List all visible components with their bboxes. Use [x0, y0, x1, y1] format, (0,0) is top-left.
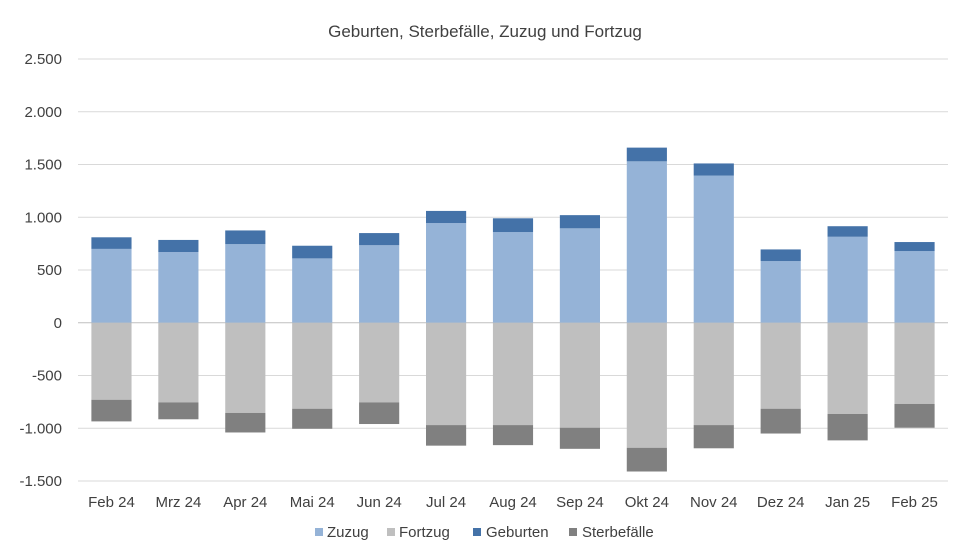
- bar-fortzug: [760, 322, 801, 409]
- bar-zuzug: [158, 252, 199, 323]
- bar-sterbefaelle: [559, 427, 600, 449]
- bar-zuzug: [827, 236, 868, 323]
- bar-geburten: [559, 215, 600, 229]
- bar-zuzug: [693, 175, 734, 323]
- x-tick-label: Nov 24: [690, 494, 738, 511]
- bar-zuzug: [626, 161, 667, 323]
- y-tick-label: -1.000: [19, 420, 62, 437]
- legend-swatch-zuzug: [315, 528, 323, 536]
- x-tick-label: Feb 24: [88, 494, 135, 511]
- legend-label-zuzug: Zuzug: [327, 524, 369, 541]
- bar-fortzug: [626, 322, 667, 448]
- bar-geburten: [492, 218, 534, 233]
- bar-fortzug: [91, 322, 132, 400]
- bar-fortzug: [559, 322, 600, 428]
- y-tick-label: 0: [54, 315, 62, 332]
- x-tick-label: Dez 24: [757, 494, 805, 511]
- legend-label-fortzug: Fortzug: [399, 524, 450, 541]
- bars-layer: [91, 147, 935, 472]
- chart-title: Geburten, Sterbefälle, Zuzug und Fortzug: [328, 22, 642, 41]
- bar-zuzug: [426, 223, 467, 323]
- bar-fortzug: [225, 322, 266, 413]
- legend-label-geburten: Geburten: [486, 524, 549, 541]
- bar-sterbefaelle: [426, 425, 467, 446]
- legend-swatch-geburten: [473, 528, 481, 536]
- y-tick-label: 1.500: [24, 157, 62, 174]
- bar-geburten: [158, 239, 199, 253]
- y-tick-label: -1.500: [19, 473, 62, 490]
- bar-geburten: [827, 226, 868, 237]
- bar-fortzug: [827, 322, 868, 415]
- bar-sterbefaelle: [292, 408, 333, 429]
- bar-geburten: [359, 233, 400, 246]
- bar-sterbefaelle: [492, 425, 534, 446]
- bar-fortzug: [492, 322, 534, 426]
- x-tick-label: Jan 25: [825, 494, 870, 511]
- bar-geburten: [626, 147, 667, 162]
- bar-zuzug: [225, 244, 266, 323]
- legend-swatch-fortzug: [387, 528, 395, 536]
- bar-zuzug: [894, 251, 935, 323]
- bar-sterbefaelle: [894, 403, 935, 428]
- bar-geburten: [760, 249, 801, 262]
- x-tick-label: Jun 24: [357, 494, 402, 511]
- legend-swatch-sterbefaelle: [569, 528, 577, 536]
- bar-zuzug: [760, 261, 801, 323]
- bar-sterbefaelle: [760, 408, 801, 434]
- y-tick-label: 2.500: [24, 51, 62, 68]
- legend: Zuzug Fortzug Geburten Sterbefälle: [315, 524, 654, 541]
- x-tick-label: Mai 24: [290, 494, 335, 511]
- bar-geburten: [225, 230, 266, 245]
- x-tick-label: Aug 24: [489, 494, 537, 511]
- y-tick-label: 1.000: [24, 209, 62, 226]
- bar-zuzug: [91, 248, 132, 323]
- x-tick-label: Sep 24: [556, 494, 604, 511]
- bar-zuzug: [559, 228, 600, 323]
- x-tick-label: Apr 24: [223, 494, 267, 511]
- y-tick-label: 2.000: [24, 104, 62, 121]
- bar-fortzug: [292, 322, 333, 409]
- bar-zuzug: [292, 258, 333, 323]
- bar-fortzug: [359, 322, 400, 403]
- bar-geburten: [292, 245, 333, 259]
- axis-layer: 2.500 2.000 1.500 1.000 500 0 -500 -1.000 -1.500…: [19, 51, 937, 511]
- bar-geburten: [426, 210, 467, 224]
- bar-geburten: [693, 163, 734, 176]
- bar-sterbefaelle: [158, 402, 199, 420]
- bar-zuzug: [492, 232, 534, 323]
- bar-sterbefaelle: [693, 425, 734, 449]
- bar-sterbefaelle: [91, 399, 132, 422]
- x-tick-label: Okt 24: [625, 494, 669, 511]
- bar-fortzug: [894, 322, 935, 404]
- bar-zuzug: [359, 245, 400, 323]
- bar-sterbefaelle: [827, 414, 868, 441]
- bar-geburten: [894, 242, 935, 252]
- bar-fortzug: [158, 322, 199, 403]
- x-tick-label: Jul 24: [426, 494, 466, 511]
- y-tick-label: -500: [32, 368, 62, 385]
- bar-sterbefaelle: [225, 412, 266, 433]
- legend-label-sterbefaelle: Sterbefälle: [582, 524, 654, 541]
- x-tick-label: Feb 25: [891, 494, 938, 511]
- bar-sterbefaelle: [626, 447, 667, 472]
- bar-geburten: [91, 237, 132, 249]
- bar-sterbefaelle: [359, 402, 400, 425]
- bar-fortzug: [693, 322, 734, 426]
- x-tick-label: Mrz 24: [155, 494, 201, 511]
- bar-fortzug: [426, 322, 467, 426]
- y-tick-label: 500: [37, 262, 62, 279]
